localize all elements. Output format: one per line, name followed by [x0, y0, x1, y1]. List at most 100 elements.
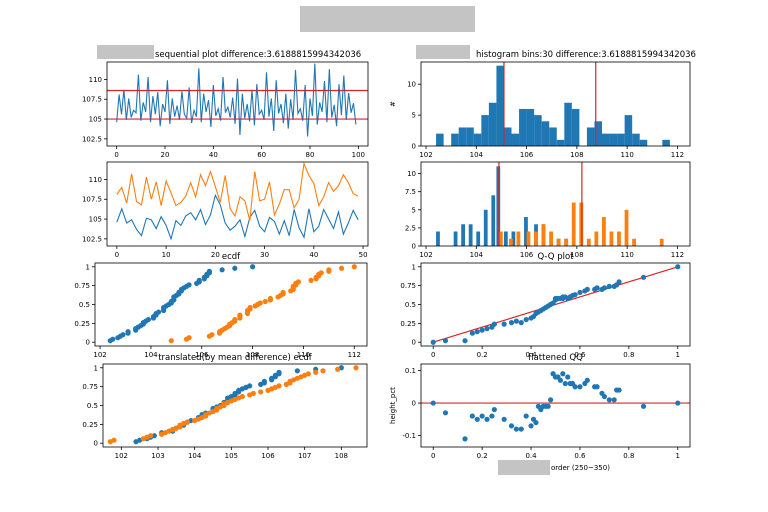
scatter-point [276, 369, 282, 375]
y-tick-label: 0.5 [405, 301, 416, 309]
x-tick-label: 110 [620, 251, 633, 259]
x-tick-label: 20 [161, 151, 170, 159]
y-tick-label: 105 [89, 216, 102, 224]
scatter-point [616, 387, 622, 393]
histogram-bar [639, 139, 648, 146]
scatter-point [206, 268, 212, 274]
scatter-point [469, 413, 475, 419]
scatter-point [232, 265, 238, 271]
x-tick-label: 0.8 [623, 351, 634, 359]
chart-title: histogram bins:30 difference:3.618881599… [476, 50, 696, 60]
scatter-point [562, 380, 568, 387]
histogram-bar [503, 127, 512, 146]
scatter-point [508, 320, 515, 326]
scatter-point [469, 330, 475, 336]
histogram-bar [508, 238, 513, 246]
scatter-point [675, 400, 681, 406]
scatter-point [186, 335, 192, 341]
histogram-bar [541, 121, 550, 146]
histogram-bar [466, 127, 474, 146]
histogram-bar [526, 108, 535, 146]
y-tick-label: 1 [94, 364, 98, 372]
footer-label-redacted [498, 460, 550, 475]
scatter-point [675, 264, 681, 270]
x-tick-label: 0.6 [574, 452, 586, 460]
scatter-point [125, 329, 131, 335]
scatter-point [250, 390, 256, 397]
plot-area [107, 264, 357, 344]
x-tick-label: 20 [211, 251, 220, 259]
x-tick-label: 112 [671, 251, 684, 259]
histogram-bar [602, 217, 606, 246]
scatter-point [616, 279, 622, 285]
chart-paired-sequence: 0 10 20 30 40 50 102.5 105 107.5 110 [82, 161, 369, 259]
x-tick-label: 104 [188, 452, 202, 460]
histogram-bar [602, 133, 610, 146]
plot-area [107, 63, 368, 137]
histogram-bar [632, 238, 636, 246]
series-line [116, 193, 359, 241]
y-tick-label: 7.5 [405, 188, 416, 196]
scatter-point [250, 264, 256, 270]
y-tick-label: 0.25 [82, 421, 98, 429]
x-tick-label: 0.8 [623, 452, 634, 460]
scatter-point [479, 327, 485, 333]
x-tick-label: 40 [209, 151, 218, 159]
scatter-point [326, 267, 332, 273]
x-tick-label: 50 [359, 251, 368, 259]
scatter-point [484, 416, 490, 422]
axes-frame [106, 61, 369, 147]
histogram-bar [496, 65, 504, 146]
scatter-point [247, 383, 253, 389]
scatter-point [474, 329, 480, 335]
y-tick-label: 0 [412, 339, 416, 347]
y-tick-label: 1 [86, 263, 90, 271]
scatter-point [257, 300, 263, 306]
plot-area [436, 162, 664, 246]
y-tick-label: 0 [412, 143, 416, 151]
scatter-point [545, 403, 551, 409]
histogram-bar [468, 224, 473, 246]
scatter-point [151, 433, 157, 439]
x-tick-label: 0.2 [477, 351, 488, 359]
x-tick-label: 112 [671, 151, 684, 159]
y-tick-label: 0 [94, 440, 98, 448]
x-tick-label: 107 [298, 452, 311, 460]
x-tick-label: 0 [115, 251, 119, 259]
scatter-point [313, 369, 319, 375]
histogram-bar [564, 102, 572, 146]
axes-frame [420, 61, 691, 147]
y-tick-label: 0 [412, 243, 416, 251]
histogram-bar [481, 115, 489, 146]
histogram-bar [511, 231, 516, 246]
axes-frame [420, 363, 691, 448]
scatter-point [462, 436, 468, 442]
histogram-bar [549, 231, 553, 246]
chart-flattened-qq: flattened QQ 0 0.2 0.4 0.6 0.8 1 -0.1 0 0.1 height… [389, 353, 691, 472]
histogram-bar [609, 231, 614, 246]
scatter-point [262, 298, 268, 305]
y-tick-label: 5 [412, 206, 416, 214]
scatter-point [305, 371, 311, 377]
x-tick-label: 110 [297, 351, 310, 359]
scatter-point [430, 400, 436, 406]
x-tick-label: 40 [309, 251, 318, 259]
axes-frame [94, 262, 368, 347]
scatter-point [572, 292, 578, 298]
histogram-bar [632, 133, 640, 146]
scatter-point [219, 267, 225, 273]
y-tick-label: 0.5 [79, 301, 90, 309]
y-tick-label: 0.75 [400, 282, 416, 290]
scatter-point [565, 374, 571, 380]
scatter-point [548, 397, 554, 403]
chart-title: sequential plot difference:3.61888159943… [155, 50, 361, 60]
y-tick-label: 1 [412, 263, 416, 271]
histogram-bar [594, 231, 599, 246]
histogram-bar [516, 231, 521, 246]
histogram-bar [476, 231, 481, 246]
x-tick-label: 100 [352, 151, 365, 159]
x-tick-label: 0 [431, 351, 435, 359]
x-tick-label: 102 [115, 452, 128, 460]
series-line [116, 162, 359, 221]
